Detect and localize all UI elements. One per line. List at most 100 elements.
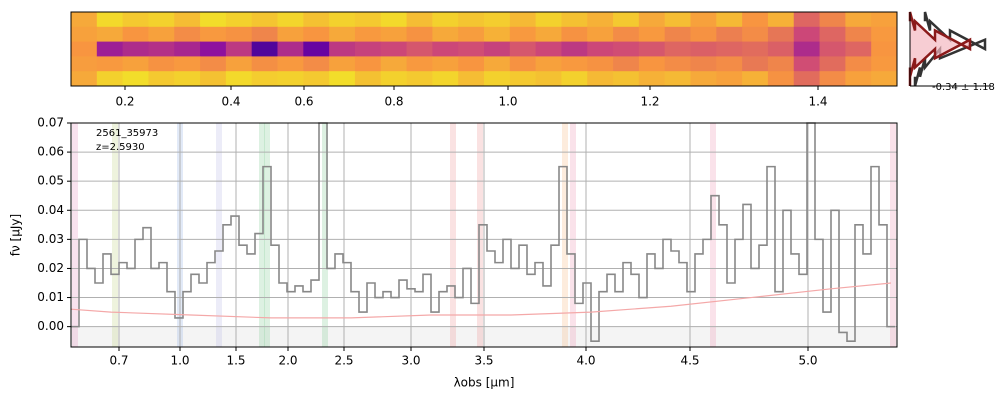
pixel: [845, 41, 872, 57]
pixel: [406, 12, 433, 28]
pixel: [96, 71, 124, 87]
pixel: [329, 56, 356, 72]
pixel: [638, 26, 666, 43]
pixel: [690, 26, 717, 43]
pixel: [664, 56, 691, 72]
pixel: [561, 26, 588, 43]
pixel: [535, 26, 562, 43]
pixel: [148, 26, 175, 43]
x-tick-label: 4.0: [576, 354, 595, 368]
pixel: [845, 12, 872, 28]
pixel: [767, 56, 795, 72]
pixel: [174, 41, 201, 57]
line-band: [259, 123, 265, 347]
pixel: [561, 71, 588, 87]
pixel: [251, 56, 278, 72]
pixel: [251, 41, 278, 57]
pixel: [148, 71, 175, 87]
pixel: [458, 12, 485, 28]
pixel: [845, 26, 872, 43]
line-band: [72, 123, 78, 347]
pixel: [122, 26, 149, 43]
x-tick-label: 2.5: [334, 354, 353, 368]
y-tick-label: 0.06: [37, 145, 64, 159]
pixel: [561, 12, 588, 28]
pixel: [71, 41, 98, 57]
pixel: [174, 71, 201, 87]
pixel: [742, 56, 769, 72]
pixel: [354, 56, 382, 72]
pixel: [638, 41, 666, 57]
pixel: [509, 41, 537, 57]
pixel: [251, 12, 278, 28]
line-band: [216, 123, 222, 347]
pixel: [71, 26, 98, 43]
line-band: [450, 123, 456, 347]
y-tick-label: 0.01: [37, 290, 64, 304]
pixel: [406, 71, 433, 87]
pixel: [638, 56, 666, 72]
pixel: [871, 56, 898, 72]
pixel: [148, 12, 175, 28]
pixel: [767, 12, 795, 28]
pixel: [638, 71, 666, 87]
line-band: [112, 123, 118, 347]
pixel: [742, 12, 769, 28]
pixel: [767, 41, 795, 57]
pixel: [380, 56, 408, 72]
pixel: [845, 56, 872, 72]
pixel: [690, 71, 717, 87]
pixel: [613, 56, 640, 72]
pixel: [303, 56, 330, 72]
pixel: [277, 71, 304, 87]
pixel: [509, 71, 537, 87]
pixel: [329, 12, 356, 28]
pixel: [871, 26, 898, 43]
pixel: [587, 56, 614, 72]
pixel: [380, 41, 408, 57]
pixel: [96, 41, 124, 57]
pixel: [819, 12, 846, 28]
pixel: [406, 41, 433, 57]
pixel: [819, 71, 846, 87]
pixel: [458, 41, 485, 57]
y-tick-label: 0.00: [37, 319, 64, 333]
pixel: [303, 26, 330, 43]
pixel: [767, 71, 795, 87]
pixel: [277, 56, 304, 72]
pixel: [71, 12, 98, 28]
pixel: [432, 26, 459, 43]
pixel: [509, 26, 537, 43]
x-tick-label: 2.0: [278, 354, 297, 368]
pixel: [354, 12, 382, 28]
pixel: [742, 71, 769, 87]
pixel: [303, 12, 330, 28]
x-tick-label: 3.0: [401, 354, 420, 368]
x-tick-label: 1.5: [226, 354, 245, 368]
pixel: [793, 12, 821, 28]
pixel: [432, 71, 459, 87]
y-tick-label: 0.07: [37, 116, 64, 130]
x-tick-label: 0.6: [294, 95, 313, 109]
y-axis-label: fν [μJy]: [9, 214, 23, 256]
pixel: [613, 12, 640, 28]
pixel: [613, 71, 640, 87]
pixel: [329, 41, 356, 57]
x-tick-label: 1.0: [498, 95, 517, 109]
pixel: [484, 12, 511, 28]
x-tick-label: 4.5: [680, 354, 699, 368]
pixel: [509, 56, 537, 72]
pixel: [174, 56, 201, 72]
pixel: [174, 12, 201, 28]
pixel: [690, 12, 717, 28]
pixel: [432, 41, 459, 57]
pixel: [148, 41, 175, 57]
pixel: [200, 26, 227, 43]
pixel: [354, 26, 382, 43]
x-tick-label: 3.5: [474, 354, 493, 368]
pixel: [767, 26, 795, 43]
pixel: [664, 41, 691, 57]
pixel: [819, 56, 846, 72]
pixel: [303, 71, 330, 87]
